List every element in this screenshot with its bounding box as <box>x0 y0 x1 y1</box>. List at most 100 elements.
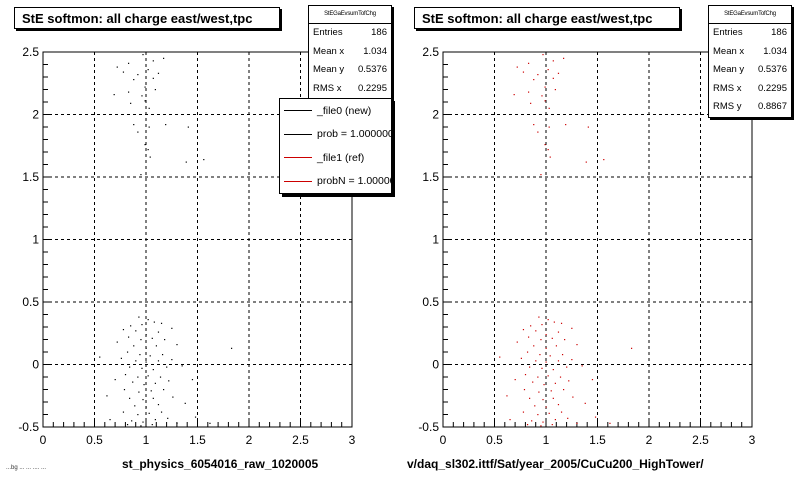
stats-row-rms-x: RMS x 0.2295 <box>709 80 791 99</box>
data-point <box>584 402 586 404</box>
data-point <box>166 366 168 368</box>
data-point <box>209 422 211 424</box>
legend-entry-file0: _file0 (new) <box>280 99 391 123</box>
stats-box-left[interactable]: StEGaEvsumTofChg Entries 186 Mean x 1.03… <box>308 5 392 99</box>
data-point <box>164 339 166 341</box>
data-point <box>171 327 173 329</box>
x-axis-label-right: v/daq_sl302.ittf/Sat/year_2005/CuCu200_H… <box>407 457 704 471</box>
data-point <box>147 149 149 151</box>
data-point <box>163 57 165 59</box>
data-point <box>157 404 160 406</box>
data-point <box>138 316 140 318</box>
data-point <box>144 100 146 102</box>
stats-value: 0.8867 <box>757 101 787 112</box>
data-point <box>534 405 536 407</box>
data-point <box>157 360 160 362</box>
data-point <box>544 86 546 88</box>
data-point <box>168 380 170 382</box>
data-point <box>127 62 130 64</box>
y-tick-label: -0.5 <box>418 420 439 434</box>
data-point <box>142 399 144 401</box>
stats-label: RMS y <box>713 101 742 112</box>
data-point <box>144 144 146 146</box>
data-point <box>557 360 560 362</box>
data-point <box>571 327 573 329</box>
y-tick-label: 0 <box>432 358 439 372</box>
data-point <box>537 376 539 378</box>
data-point <box>566 366 568 368</box>
data-point <box>557 72 560 74</box>
data-point <box>520 357 522 359</box>
x-tick-label: 2 <box>246 433 253 447</box>
data-point <box>172 396 174 398</box>
data-point <box>532 381 534 383</box>
data-point <box>127 91 130 93</box>
data-point <box>145 347 147 349</box>
data-point <box>552 369 554 371</box>
data-point <box>152 397 154 399</box>
legend-box[interactable]: _file0 (new) prob = 1.000000 _file1 (ref… <box>279 98 392 194</box>
x-tick-label: 2.5 <box>692 433 709 447</box>
data-point <box>160 411 163 413</box>
data-point <box>114 379 116 381</box>
data-point <box>547 375 549 377</box>
data-point <box>154 419 156 421</box>
stats-value: 186 <box>771 27 787 38</box>
stats-value: 0.5376 <box>357 64 387 75</box>
data-point <box>157 331 160 333</box>
x-tick-label: 0 <box>440 433 447 447</box>
data-point <box>571 359 573 361</box>
data-point <box>149 355 151 357</box>
data-point <box>516 66 518 68</box>
data-point <box>557 404 560 406</box>
data-point <box>530 102 532 104</box>
legend-label: prob = 1.000000 <box>317 128 392 141</box>
stats-value: 1.034 <box>763 45 787 57</box>
data-point <box>139 354 141 356</box>
data-point <box>194 416 197 418</box>
data-point <box>544 144 546 146</box>
data-point <box>191 379 194 381</box>
data-point <box>544 100 546 102</box>
data-point <box>560 411 563 413</box>
data-point <box>529 397 531 399</box>
data-point <box>147 69 149 71</box>
legend-label: probN = 1.000000 <box>317 175 391 188</box>
data-point <box>133 79 135 81</box>
data-point <box>148 412 150 414</box>
y-tick-label: 1 <box>432 233 439 247</box>
data-point <box>126 351 129 353</box>
stats-value: 1.034 <box>363 45 387 57</box>
data-point <box>142 54 144 56</box>
data-point <box>529 366 531 368</box>
data-point <box>176 422 178 424</box>
data-point <box>535 360 537 362</box>
data-point <box>151 337 153 339</box>
data-point <box>531 420 533 422</box>
data-point <box>548 126 550 128</box>
plot-area-left[interactable]: 0 0.5 1 1.5 2 2.5 3-0.500.511.522.5 <box>0 0 400 480</box>
data-point <box>157 72 160 74</box>
data-point <box>557 331 560 333</box>
data-point <box>541 95 543 97</box>
data-point <box>563 389 565 391</box>
data-point <box>133 345 135 347</box>
data-point <box>106 395 108 397</box>
data-point <box>127 336 130 338</box>
plot-area-right[interactable]: 0 0.5 1 1.5 2 2.5 3-0.500.511.522.5 <box>400 0 800 480</box>
data-point <box>147 375 149 377</box>
data-point <box>185 161 187 163</box>
data-point <box>541 324 543 326</box>
y-tick-label: -0.5 <box>18 420 39 434</box>
y-tick-label: 2.5 <box>22 45 39 59</box>
data-point <box>533 124 535 126</box>
data-point <box>129 366 131 368</box>
stats-row-mean-y: Mean y 0.5376 <box>309 61 391 80</box>
plot-title-left: StE softmon: all charge east/west,tpc <box>14 7 280 29</box>
data-point <box>137 376 139 378</box>
stats-box-right[interactable]: StEGaEvsumTofChg Entries 186 Mean x 1.03… <box>708 5 792 118</box>
legend-entry-probn: probN = 1.000000 <box>280 170 391 194</box>
stats-value: 0.2295 <box>757 82 787 94</box>
data-point <box>552 60 554 62</box>
data-point <box>542 399 544 401</box>
